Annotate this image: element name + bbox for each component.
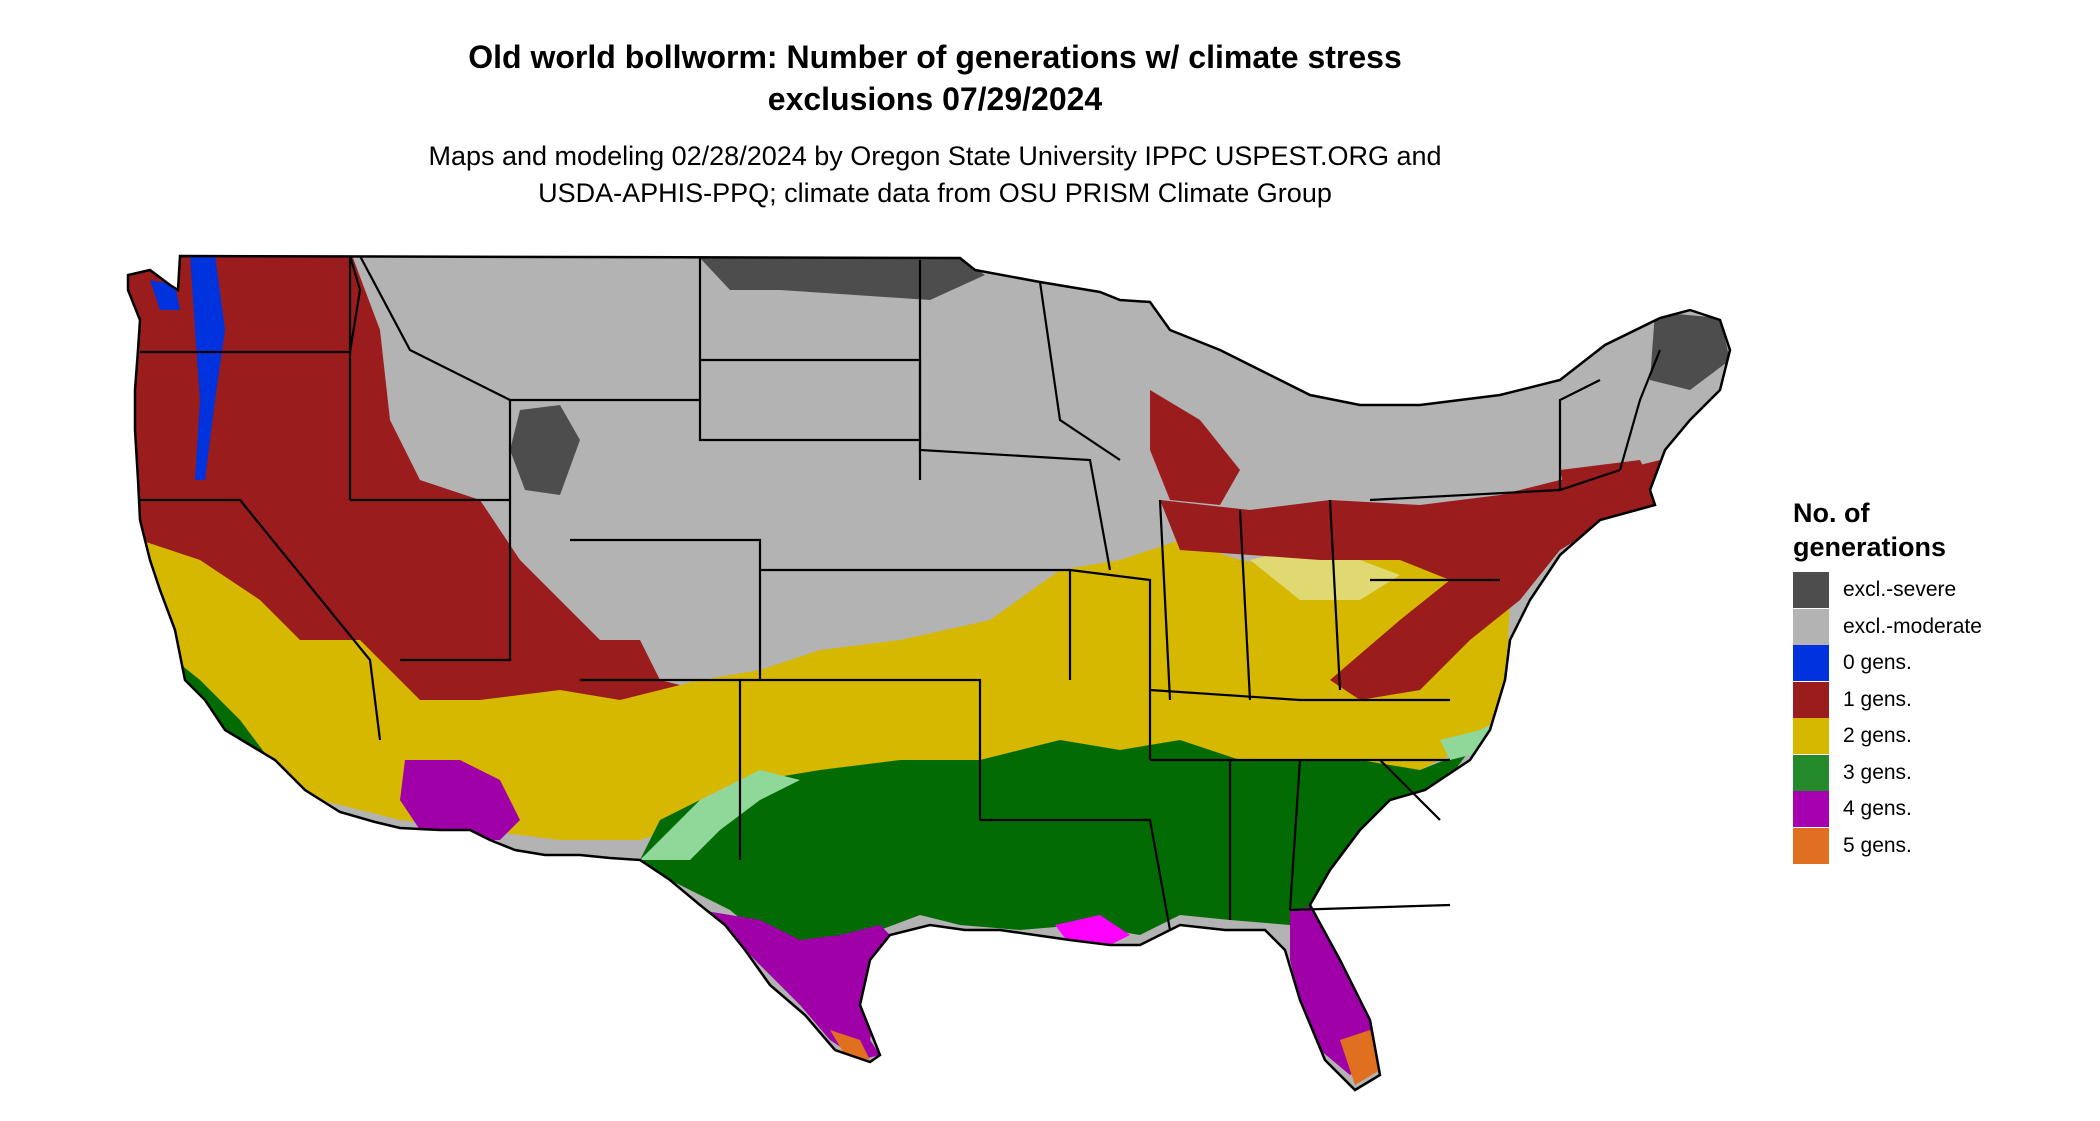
legend-item-0-gens: 0 gens. [1793, 645, 2083, 682]
map-subtitle-line2: USDA-APHIS-PPQ; climate data from OSU PR… [538, 178, 1332, 208]
zone-5-gen-south-texas [830, 1030, 870, 1060]
legend-swatch [1793, 572, 1829, 609]
zone-severe-wyoming [510, 405, 580, 495]
zone-1-gen-michigan [1150, 390, 1240, 505]
border-mt-wy [698, 258, 922, 480]
border-al-ga [1288, 759, 1302, 911]
legend-swatch [1793, 608, 1829, 645]
zone-4-gen-louisiana [1055, 915, 1130, 945]
zone-4-gen-florida [1290, 905, 1375, 1075]
map-title-line1: Old world bollworm: Number of generation… [468, 39, 1402, 75]
us-map-svg [126, 254, 1732, 1092]
legend-item-excl-severe: excl.-severe [1793, 572, 2083, 609]
legend-item-excl-moderate: excl.-moderate [1793, 608, 2083, 646]
generation-zones [128, 256, 1730, 1085]
legend: No. of generations excl.-severe excl.-mo… [1793, 496, 2083, 864]
border-mo-ar [1069, 568, 1152, 760]
border-vt-nh [1558, 379, 1601, 490]
legend-swatch [1793, 645, 1829, 682]
border-fl-ga [1289, 903, 1451, 912]
legend-title-line2: generations [1793, 532, 1947, 562]
legend-label: 0 gens. [1843, 651, 1912, 675]
legend-swatch [1793, 718, 1829, 755]
map-subtitle-line1: Maps and modeling 02/28/2024 by Oregon S… [428, 141, 1442, 171]
border-wi [1038, 281, 1121, 461]
us-map [126, 254, 1732, 1092]
state-borders [140, 255, 1662, 931]
legend-label: 1 gens. [1843, 687, 1912, 711]
zone-3-gen-light-texas [640, 770, 800, 860]
border-il [1158, 499, 1172, 701]
border-mn-ia [918, 260, 1112, 571]
legend-swatch [1793, 681, 1829, 718]
legend-label: 2 gens. [1843, 724, 1912, 748]
border-ar-la [980, 818, 1172, 931]
border-id-mt [359, 255, 511, 401]
legend-label: 4 gens. [1843, 797, 1912, 821]
zone-severe-maine [1650, 312, 1730, 390]
border-tn-ky [1149, 688, 1450, 702]
legend-swatch [1793, 754, 1829, 791]
legend-item-4-gens: 4 gens. [1793, 791, 2083, 828]
map-title-line2: exclusions 07/29/2024 [767, 81, 1103, 117]
border-oh-pa [1328, 499, 1342, 691]
legend-item-1-gens: 1 gens. [1793, 681, 2083, 719]
map-title: Old world bollworm: Number of generation… [0, 36, 1870, 120]
zone-excl-colorado [600, 540, 760, 680]
legend-swatch [1793, 827, 1829, 864]
legend-item-3-gens: 3 gens. [1793, 754, 2083, 792]
zone-severe-north-border [700, 258, 985, 300]
legend-title: No. of generations [1793, 496, 2083, 564]
zone-1-gen-east [1160, 460, 1670, 700]
border-wa-or [140, 255, 362, 354]
zone-4-gen-texas [700, 910, 900, 1060]
zone-excl-rockies [350, 256, 720, 430]
border-ca-nv [140, 498, 382, 741]
border-in-oh [1238, 509, 1252, 701]
border-az-ut [400, 500, 512, 662]
legend-item-5-gens: 5 gens. [1793, 827, 2083, 865]
legend-label: 3 gens. [1843, 760, 1912, 784]
border-ga-sc [1379, 759, 1441, 821]
map-subtitle: Maps and modeling 02/28/2024 by Oregon S… [0, 138, 1870, 212]
zone-4-gen-arizona [400, 760, 520, 840]
zone-5-gen-florida [1340, 1030, 1380, 1085]
border-nv-ut [350, 398, 700, 502]
zone-0-gen-cascades [190, 256, 225, 480]
legend-item-2-gens: 2 gens. [1793, 718, 2083, 755]
border-co [570, 538, 762, 680]
border-me [1618, 349, 1662, 471]
zone-1-gen-new-england [1560, 460, 1660, 520]
legend-swatch [1793, 791, 1829, 828]
legend-title-line1: No. of [1793, 498, 1870, 528]
legend-label: excl.-severe [1843, 578, 1957, 602]
border-ok-tx [740, 678, 982, 820]
legend-label: excl.-moderate [1843, 614, 1982, 638]
legend-label: 5 gens. [1843, 833, 1912, 857]
zone-3-gen-gulf [640, 740, 1470, 950]
zone-2-gen-light-ohio [1250, 548, 1400, 600]
